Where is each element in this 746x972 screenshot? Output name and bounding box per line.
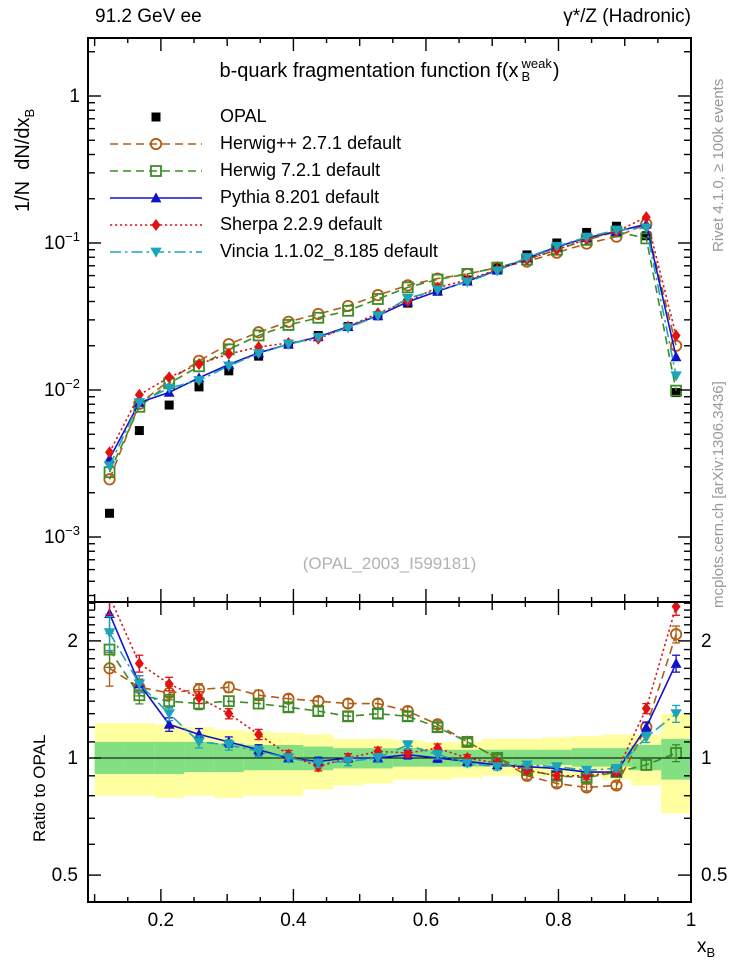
svg-text:10−3: 10−3	[44, 523, 80, 548]
series-vincia-main	[103, 223, 682, 472]
legend-label-opal: OPAL	[220, 106, 267, 126]
svg-text:0.6: 0.6	[413, 910, 439, 931]
legend-item-vincia: Vincia 1.1.02_8.185 default	[106, 238, 438, 265]
legend-marker-vincia	[110, 247, 202, 258]
plot-title-subscript: B	[521, 69, 531, 84]
legend-label-sherpa: Sherpa 2.2.9 default	[220, 214, 383, 234]
beam-energy-label: 91.2 GeV ee	[95, 6, 202, 27]
series-vincia-ratio	[103, 615, 682, 776]
legend-item-opal: OPAL	[106, 103, 438, 130]
legend-item-pythia: Pythia 8.201 default	[106, 184, 438, 211]
plot-title: b-quark fragmentation function f(x weak B)	[88, 57, 691, 83]
svg-text:1: 1	[686, 910, 697, 931]
svg-text:0.5: 0.5	[52, 865, 78, 886]
legend-label-vincia: Vincia 1.1.02_8.185 default	[220, 241, 438, 261]
svg-text:0.4: 0.4	[280, 910, 307, 931]
green-band-bin	[541, 749, 572, 765]
svg-text:1: 1	[67, 748, 78, 769]
series-sherpa-main	[105, 211, 681, 459]
plot-title-close-paren: )	[552, 60, 560, 82]
ratio-y-axis-label: Ratio to OPAL	[30, 734, 49, 842]
green-band-bin	[571, 748, 602, 767]
svg-text:10−2: 10−2	[44, 376, 80, 401]
analysis-id-watermark: (OPAL_2003_I599181)	[302, 554, 477, 573]
svg-text:2: 2	[701, 631, 712, 652]
legend-marker-opal	[151, 112, 161, 121]
svg-text:0.2: 0.2	[148, 910, 174, 931]
svg-text:0.8: 0.8	[545, 910, 571, 931]
x-axis-label-sub: B	[706, 944, 716, 960]
x-axis-label: xB	[697, 936, 715, 960]
plot-title-text: b-quark fragmentation function f(x	[219, 60, 519, 82]
legend-marker-pythia	[110, 191, 202, 202]
legend-label-herwigpp: Herwig++ 2.7.1 default	[220, 133, 402, 153]
legend-item-sherpa: Sherpa 2.2.9 default	[106, 211, 438, 238]
main-y-axis-label-sub: B	[22, 108, 37, 118]
axis-ticks	[88, 38, 692, 902]
main-y-axis-label: 1/N dN/dxB	[12, 109, 37, 212]
legend-marker-herwigpp	[110, 137, 202, 150]
plot-title-supsub: weak B	[522, 57, 552, 83]
svg-text:1: 1	[701, 748, 712, 769]
svg-text:2: 2	[67, 631, 78, 652]
plot-title-superscript: weak	[521, 56, 552, 71]
svg-text:1: 1	[69, 86, 80, 107]
legend-item-herwig7: Herwig 7.2.1 default	[106, 157, 438, 184]
x-axis-label-text: x	[697, 936, 707, 957]
main-y-axis-label-text: 1/N dN/dx	[12, 117, 34, 212]
process-label: γ*/Z (Hadronic)	[563, 6, 691, 27]
legend: OPAL Herwig++ 2.7.1 default Herwig 7.2.1 d…	[106, 103, 438, 265]
legend-label-herwig7: Herwig 7.2.1 default	[220, 160, 381, 180]
axis-tick-labels: 1 10−1 10−2 10−3 2 2 1 1 0.5 0.5 0.2 0.4 0.6 0.8 1	[44, 86, 727, 931]
legend-item-herwigpp: Herwig++ 2.7.1 default	[106, 130, 438, 157]
legend-label-pythia: Pythia 8.201 default	[220, 187, 380, 207]
legend-marker-herwig7	[110, 164, 202, 177]
mcplots-arxiv-note: mcplots.cern.ch [arXiv:1306.3436]	[710, 381, 727, 608]
svg-text:0.5: 0.5	[701, 865, 727, 886]
green-band-bin	[512, 749, 542, 765]
rivet-version-note: Rivet 4.1.0, ≥ 100k events	[710, 78, 727, 252]
svg-text:10−1: 10−1	[44, 229, 80, 254]
legend-marker-sherpa	[110, 218, 202, 231]
